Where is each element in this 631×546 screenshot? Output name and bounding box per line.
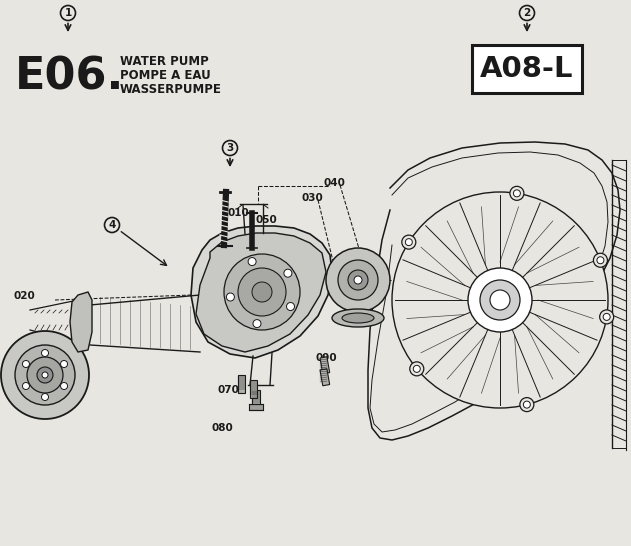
Text: 020: 020 <box>14 291 36 301</box>
Circle shape <box>514 190 521 197</box>
Bar <box>238 375 245 393</box>
Circle shape <box>593 253 608 267</box>
Circle shape <box>248 258 256 265</box>
Bar <box>320 357 329 374</box>
Circle shape <box>348 270 368 290</box>
Circle shape <box>253 319 261 328</box>
Text: 4: 4 <box>109 220 115 230</box>
Text: WATER PUMP: WATER PUMP <box>120 55 209 68</box>
Circle shape <box>61 383 68 389</box>
Text: 050: 050 <box>256 215 278 225</box>
Text: POMPE A EAU: POMPE A EAU <box>120 69 211 82</box>
Text: 3: 3 <box>227 143 233 153</box>
Circle shape <box>520 397 534 412</box>
Bar <box>249 404 263 410</box>
Circle shape <box>37 367 53 383</box>
Circle shape <box>338 260 378 300</box>
Circle shape <box>480 280 520 320</box>
Circle shape <box>23 360 30 367</box>
Bar <box>472 45 582 93</box>
Circle shape <box>405 239 412 246</box>
Text: 060: 060 <box>3 363 25 373</box>
Circle shape <box>27 357 63 393</box>
Circle shape <box>599 310 614 324</box>
Circle shape <box>23 383 30 389</box>
Circle shape <box>42 349 49 357</box>
Circle shape <box>603 313 610 321</box>
Circle shape <box>392 192 608 408</box>
Text: A08-L: A08-L <box>480 55 574 83</box>
Text: E06.: E06. <box>15 55 124 98</box>
Text: WASSERPUMPE: WASSERPUMPE <box>120 83 222 96</box>
Text: 040: 040 <box>324 178 346 188</box>
Circle shape <box>413 365 420 372</box>
Circle shape <box>61 360 68 367</box>
Polygon shape <box>196 233 326 352</box>
Text: 070: 070 <box>218 385 240 395</box>
Ellipse shape <box>332 309 384 327</box>
Circle shape <box>410 362 424 376</box>
Circle shape <box>227 293 234 301</box>
Text: 010: 010 <box>228 208 250 218</box>
Bar <box>320 369 329 386</box>
Circle shape <box>523 401 531 408</box>
Ellipse shape <box>342 313 374 323</box>
Circle shape <box>490 290 510 310</box>
Text: 1: 1 <box>64 8 72 18</box>
Circle shape <box>42 372 48 378</box>
Circle shape <box>597 257 604 264</box>
Circle shape <box>42 394 49 401</box>
Circle shape <box>286 302 295 311</box>
Circle shape <box>468 268 532 332</box>
Circle shape <box>326 248 390 312</box>
Text: 030: 030 <box>302 193 324 203</box>
Circle shape <box>354 276 362 284</box>
Circle shape <box>15 345 75 405</box>
Bar <box>252 390 260 404</box>
Circle shape <box>510 186 524 200</box>
Polygon shape <box>191 226 332 358</box>
Circle shape <box>402 235 416 249</box>
Text: 080: 080 <box>211 423 233 433</box>
Circle shape <box>1 331 89 419</box>
Bar <box>250 380 257 398</box>
Circle shape <box>284 269 292 277</box>
Circle shape <box>252 282 272 302</box>
Circle shape <box>224 254 300 330</box>
Circle shape <box>238 268 286 316</box>
Text: 2: 2 <box>523 8 531 18</box>
Polygon shape <box>70 292 92 352</box>
Text: 090: 090 <box>316 353 338 363</box>
